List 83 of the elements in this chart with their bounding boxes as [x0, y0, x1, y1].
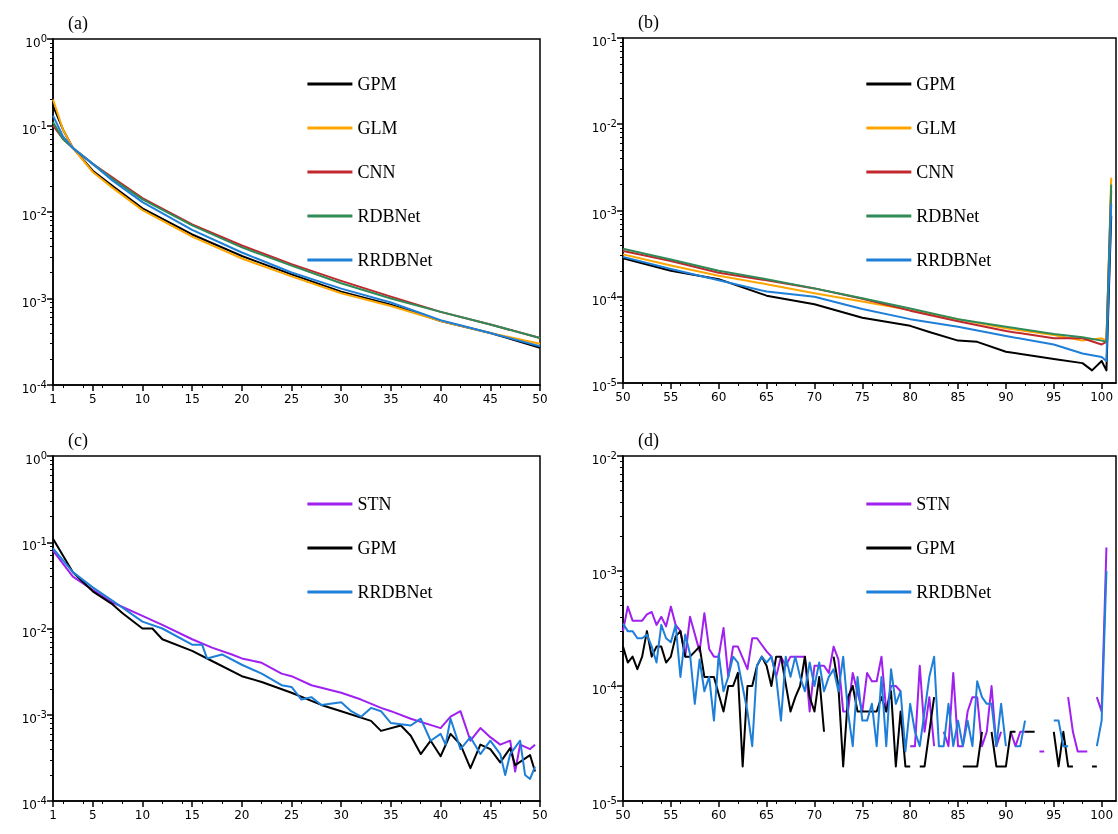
- x-tick-label: 55: [663, 808, 679, 822]
- y-tick-label: 10$^{-2}$: [591, 117, 617, 136]
- chart-title: (a): [68, 13, 88, 34]
- x-tick-label: 1: [49, 808, 57, 822]
- x-tick-label: 10: [134, 808, 151, 822]
- x-tick-label: 15: [184, 808, 200, 822]
- y-tick-label: 10$^{-4}$: [21, 794, 47, 812]
- x-tick-label: 65: [758, 390, 775, 404]
- y-tick-label: 10$^{-5}$: [591, 376, 617, 394]
- legend-label: STN: [916, 494, 951, 514]
- x-tick-label: 95: [1046, 808, 1062, 822]
- x-tick-label: 55: [663, 390, 679, 404]
- y-tick-label: 10$^{0}$: [25, 32, 47, 50]
- x-tick-label: 5: [88, 392, 97, 406]
- x-tick-label: 80: [902, 808, 918, 822]
- x-tick-label: 10: [134, 392, 151, 406]
- legend-label: GPM: [357, 74, 397, 94]
- y-tick-label: 10$^{0}$: [25, 449, 47, 467]
- x-tick-label: 40: [432, 808, 449, 822]
- x-tick-label: 100: [1090, 808, 1114, 822]
- x-tick-label: 80: [902, 390, 918, 404]
- legend-label: GPM: [916, 538, 956, 558]
- x-tick-label: 70: [806, 390, 823, 404]
- y-tick-label: 10$^{-4}$: [591, 289, 617, 308]
- legend-label: CNN: [357, 162, 396, 182]
- legend-label: RDBNet: [357, 206, 421, 226]
- legend-label: CNN: [916, 162, 955, 182]
- x-tick-label: 65: [758, 808, 775, 822]
- x-tick-label: 50: [615, 808, 631, 822]
- x-tick-label: 60: [711, 390, 727, 404]
- legend-label: GPM: [916, 74, 956, 94]
- x-tick-label: 60: [711, 808, 727, 822]
- x-tick-label: 50: [532, 808, 548, 822]
- y-tick-label: 10$^{-4}$: [591, 679, 617, 697]
- legend-label: GPM: [357, 538, 397, 558]
- x-tick-label: 20: [234, 392, 250, 406]
- x-tick-label: 15: [184, 392, 200, 406]
- x-tick-label: 50: [615, 390, 631, 404]
- legend-label: RRDBNet: [916, 250, 992, 270]
- y-tick-label: 10$^{-3}$: [591, 564, 617, 582]
- legend-label: RDBNet: [916, 206, 980, 226]
- y-tick-label: 10$^{-3}$: [21, 707, 47, 726]
- legend-label: GLM: [916, 118, 957, 138]
- y-tick-label: 10$^{-1}$: [591, 31, 617, 49]
- x-tick-label: 85: [950, 808, 966, 822]
- x-tick-label: 5: [88, 808, 97, 822]
- legend-label: STN: [357, 494, 392, 514]
- x-tick-label: 95: [1046, 390, 1062, 404]
- y-tick-label: 10$^{-3}$: [21, 291, 47, 310]
- y-tick-label: 10$^{-1}$: [21, 535, 47, 554]
- y-tick-label: 10$^{-2}$: [21, 205, 47, 223]
- chart-title: (d): [638, 430, 659, 451]
- legend-label: RRDBNet: [357, 250, 433, 270]
- x-tick-label: 45: [482, 392, 498, 406]
- legend-label: RRDBNet: [916, 582, 992, 602]
- x-tick-label: 75: [854, 390, 870, 404]
- y-tick-label: 10$^{-2}$: [21, 621, 47, 640]
- x-tick-label: 1: [49, 392, 57, 406]
- y-tick-label: 10$^{-5}$: [591, 794, 617, 812]
- y-tick-label: 10$^{-2}$: [591, 449, 617, 467]
- x-tick-label: 70: [806, 808, 823, 822]
- x-tick-label: 25: [283, 808, 300, 822]
- x-tick-label: 30: [333, 808, 349, 822]
- legend-label: GLM: [357, 118, 398, 138]
- x-tick-label: 35: [383, 392, 399, 406]
- x-tick-label: 90: [998, 390, 1014, 404]
- y-tick-label: 10$^{-3}$: [591, 203, 617, 222]
- x-tick-label: 85: [950, 390, 966, 404]
- x-tick-label: 75: [854, 808, 870, 822]
- legend-label: RRDBNet: [357, 582, 433, 602]
- y-tick-label: 10$^{-1}$: [21, 118, 47, 137]
- x-tick-label: 50: [532, 392, 548, 406]
- x-tick-label: 30: [333, 392, 349, 406]
- chart-title: (b): [638, 12, 659, 33]
- chart-title: (c): [68, 430, 88, 451]
- x-tick-label: 100: [1090, 390, 1114, 404]
- x-tick-label: 45: [482, 808, 498, 822]
- x-tick-label: 20: [234, 808, 250, 822]
- y-tick-label: 10$^{-4}$: [21, 378, 47, 396]
- x-tick-label: 90: [998, 808, 1014, 822]
- x-tick-label: 40: [432, 392, 449, 406]
- x-tick-label: 25: [283, 392, 300, 406]
- x-tick-label: 35: [383, 808, 399, 822]
